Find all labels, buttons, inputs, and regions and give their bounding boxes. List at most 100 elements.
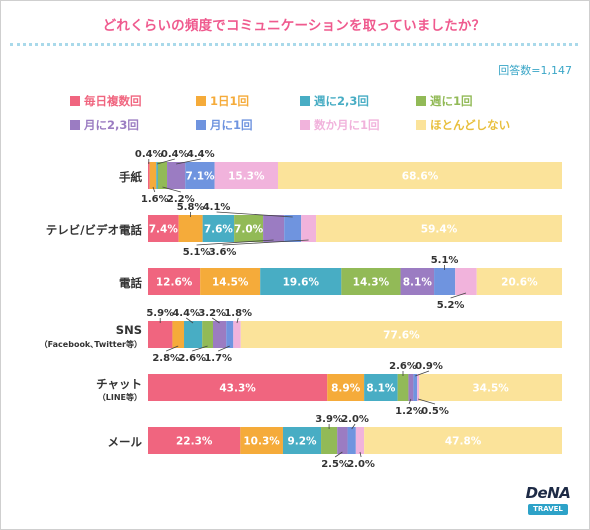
bar-segment <box>364 374 398 401</box>
bar-segment <box>202 215 235 242</box>
leader-line <box>236 317 239 324</box>
data-label: 77.6% <box>383 330 420 342</box>
data-label: 2.6% <box>178 353 206 364</box>
legend-label: 月に2,3回 <box>84 118 139 132</box>
bar-segment <box>419 374 562 401</box>
data-label: 5.1% <box>183 247 211 258</box>
data-label: 8.1% <box>366 383 396 395</box>
category-label: チャット <box>96 376 142 391</box>
bar-segment <box>263 215 285 242</box>
data-label: 2.0% <box>341 414 369 425</box>
data-label: 10.3% <box>243 436 280 448</box>
leader-line <box>218 345 230 352</box>
leader-line <box>162 186 181 193</box>
legend-item: 1日1回 <box>196 94 249 108</box>
category-sublabel: （LINE等） <box>97 392 142 402</box>
bar-segment <box>167 162 186 189</box>
bar-segment <box>455 268 477 295</box>
data-label: 8.1% <box>403 277 433 289</box>
bar-segment <box>327 374 365 401</box>
category-label: 電話 <box>119 275 142 290</box>
dotted-divider <box>10 43 578 46</box>
data-label: 59.4% <box>421 224 458 236</box>
data-label: 7.1% <box>185 171 215 183</box>
legend-item: ほとんどしない <box>416 118 510 132</box>
bar-segment <box>476 268 562 295</box>
data-label: 14.5% <box>212 277 249 289</box>
legend-swatch <box>416 120 426 130</box>
legend-item: 数か月に1回 <box>300 118 380 132</box>
data-label: 20.6% <box>501 277 538 289</box>
data-label: 34.5% <box>472 383 509 395</box>
legend-label: 1日1回 <box>210 94 250 108</box>
data-label: 1.2% <box>395 406 423 417</box>
legend-label: 月に1回 <box>210 118 253 132</box>
data-label: 9.2% <box>287 436 317 448</box>
data-label: 7.6% <box>204 224 234 236</box>
leader-line <box>152 186 156 193</box>
data-label: 4.4% <box>172 308 200 319</box>
bar-segment <box>400 268 435 295</box>
bar-segment <box>408 374 414 401</box>
respondent-count: 回答数=1,147 <box>498 64 572 77</box>
bar-segment <box>397 374 409 401</box>
leader-line <box>334 451 343 458</box>
bar-segment <box>240 321 563 348</box>
data-label: 0.4% <box>135 149 163 160</box>
bar-segment <box>364 427 562 454</box>
legend-swatch <box>300 120 310 130</box>
legend-item: 月に2,3回 <box>70 118 139 132</box>
bar-segment <box>234 215 264 242</box>
category-label: 手紙 <box>119 169 142 184</box>
data-label: 5.2% <box>437 300 465 311</box>
leader-line <box>196 239 274 246</box>
leader-line <box>351 423 356 430</box>
bar-segment <box>200 268 261 295</box>
bar-segment <box>284 215 302 242</box>
leader-line <box>222 239 309 246</box>
data-label: 1.7% <box>204 353 232 364</box>
data-label: 0.5% <box>421 406 449 417</box>
data-label: 1.6% <box>141 194 169 205</box>
data-label: 0.9% <box>415 361 443 372</box>
data-label: 5.1% <box>431 255 459 266</box>
legend-swatch <box>70 120 80 130</box>
data-label: 7.4% <box>149 224 179 236</box>
category-label: テレビ/ビデオ電話 <box>45 222 142 237</box>
data-label: 8.9% <box>331 383 361 395</box>
data-label: 5.8% <box>177 202 205 213</box>
bar-segment <box>301 215 317 242</box>
legend-swatch <box>196 120 206 130</box>
data-label: 3.9% <box>315 414 343 425</box>
bar-segment <box>149 162 157 189</box>
leader-line <box>166 345 179 352</box>
leader-line <box>192 345 208 352</box>
data-label: 7.0% <box>234 224 264 236</box>
legend-label: 週に2,3回 <box>314 94 369 108</box>
leader-line <box>185 317 194 324</box>
bar-segment <box>347 427 356 454</box>
data-label: 22.3% <box>176 436 213 448</box>
bar-segment <box>148 162 150 189</box>
bar-segment <box>184 321 203 348</box>
data-label: 2.6% <box>389 361 417 372</box>
data-label: 68.6% <box>402 171 439 183</box>
brand-logo-subtext: TRAVEL <box>528 504 568 515</box>
data-label: 2.5% <box>321 459 349 470</box>
data-label: 2.2% <box>167 194 195 205</box>
data-label: 1.8% <box>224 308 252 319</box>
bar-segment <box>337 427 348 454</box>
data-label: 2.8% <box>152 353 180 364</box>
bar-segment <box>316 215 562 242</box>
data-label: 3.2% <box>198 308 226 319</box>
leader-line <box>450 292 467 299</box>
leader-line <box>415 370 430 377</box>
data-label: 14.3% <box>353 277 390 289</box>
data-label: 47.8% <box>445 436 482 448</box>
legend-label: 毎日複数回 <box>84 94 142 108</box>
category-label: SNS <box>115 322 142 337</box>
bar-segment <box>157 162 168 189</box>
leader-line <box>216 211 293 218</box>
bar-segment <box>172 321 185 348</box>
brand-logo: DeNA TRAVEL <box>520 484 576 520</box>
